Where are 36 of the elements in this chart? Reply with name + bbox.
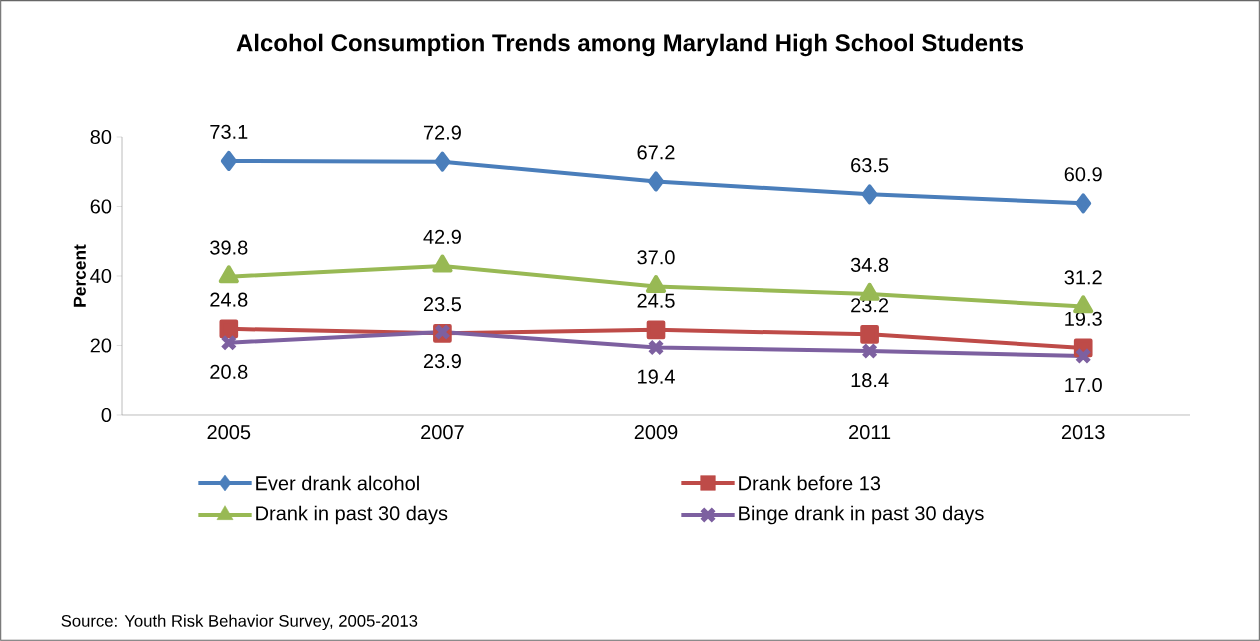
x-tick-label: 2011 xyxy=(849,425,891,440)
legend-label: Drank in past 30 days xyxy=(256,505,448,525)
x-tick-label: 2009 xyxy=(634,425,678,440)
legend-label: Drank before 13 xyxy=(739,475,881,491)
data-label: 73.1 xyxy=(210,124,248,139)
data-label: 34.8 xyxy=(850,257,889,273)
x-tick-label: 2013 xyxy=(1061,425,1105,440)
y-axis-title: Percent xyxy=(73,244,86,307)
data-label: 24.8 xyxy=(210,292,248,307)
y-tick-label: 20 xyxy=(90,338,112,353)
y-tick-label: 80 xyxy=(90,129,112,145)
data-label: 42.9 xyxy=(423,229,461,244)
legend-label: Binge drank in past 30 days xyxy=(739,505,984,525)
data-label: 19.3 xyxy=(1065,311,1102,326)
data-label: 37.0 xyxy=(637,250,675,265)
y-tick-label: 40 xyxy=(90,268,112,284)
legend-label: Ever drank alcohol xyxy=(256,475,419,491)
data-label: 23.9 xyxy=(423,353,461,369)
data-label: 17.0 xyxy=(1065,377,1102,393)
data-label: 60.9 xyxy=(1064,167,1102,182)
x-tick-label: 2005 xyxy=(207,425,251,440)
data-label: 23.5 xyxy=(423,297,462,312)
data-label: 72.9 xyxy=(423,125,461,140)
y-tick-label: 0 xyxy=(101,407,112,423)
data-label: 19.4 xyxy=(638,369,675,384)
data-label: 20.8 xyxy=(210,364,248,379)
data-label: 18.4 xyxy=(851,373,889,388)
data-label: 24.5 xyxy=(637,293,675,308)
data-label: 63.5 xyxy=(851,158,889,173)
y-tick-label: 60 xyxy=(90,199,112,214)
chart-title: Alcohol Consumption Trends among Maryland High School Students xyxy=(236,33,1024,57)
source-note: Source: Youth Risk Behavior Survey, 2005-2013 xyxy=(61,614,418,631)
data-label: 67.2 xyxy=(637,145,675,160)
x-tick-label: 2007 xyxy=(421,425,464,440)
data-label: 31.2 xyxy=(1064,270,1102,285)
data-label: 39.8 xyxy=(210,240,248,255)
